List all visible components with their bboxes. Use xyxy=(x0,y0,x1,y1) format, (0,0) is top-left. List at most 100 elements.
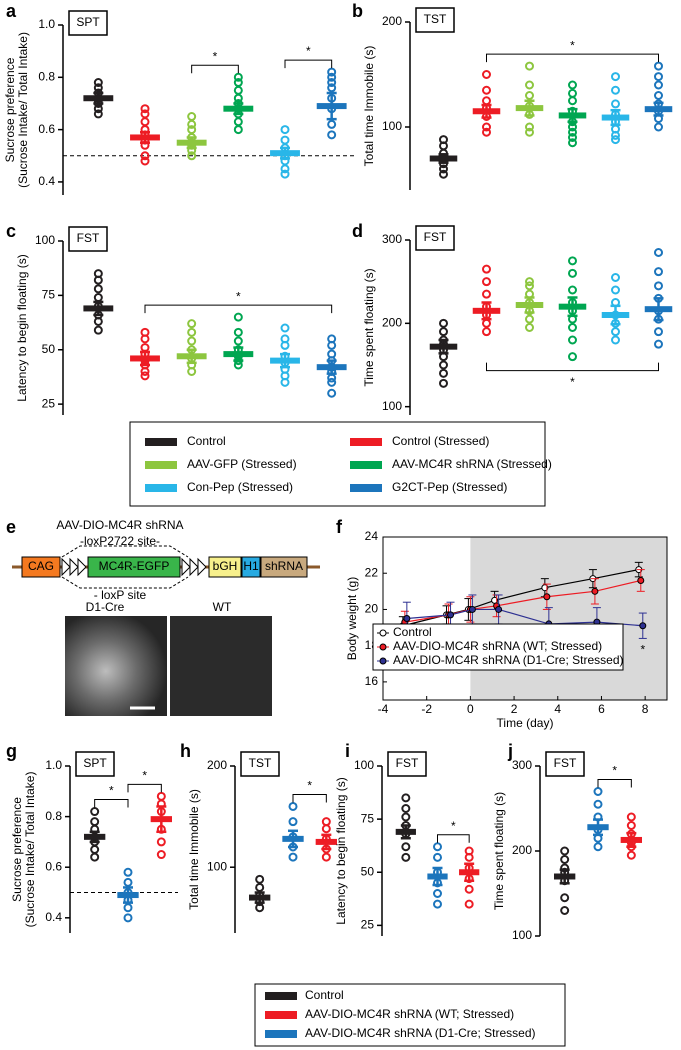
mean-bar xyxy=(601,114,630,121)
element-label: bGH xyxy=(213,559,238,573)
test-label: TST xyxy=(249,756,272,770)
data-point xyxy=(433,889,442,898)
test-label-box xyxy=(75,751,115,777)
data-point xyxy=(611,327,620,337)
data-point xyxy=(525,277,534,287)
y-tick-label: 0.6 xyxy=(38,122,55,136)
data-point xyxy=(611,99,620,109)
data-point xyxy=(439,327,448,337)
x-tick-label: 8 xyxy=(642,702,649,716)
significance-label: * xyxy=(213,49,218,63)
element-box xyxy=(208,556,242,578)
data-point xyxy=(401,804,411,813)
data-point xyxy=(626,812,636,822)
data-point xyxy=(321,852,331,862)
legend-marker xyxy=(379,643,387,651)
mean-bar xyxy=(249,894,271,901)
data-point xyxy=(140,156,150,166)
element-label: MC4R-EGFP xyxy=(99,559,170,573)
mean-bar xyxy=(130,355,160,362)
data-point xyxy=(626,821,636,830)
data-point xyxy=(403,615,411,622)
schematic: e AAV-DIO-MC4R shRNA -loxP2722 site- CAG… xyxy=(6,517,320,716)
data-point xyxy=(93,284,103,294)
data-point xyxy=(401,842,411,852)
data-point xyxy=(156,791,166,801)
data-point xyxy=(327,340,337,350)
significance-label: * xyxy=(451,819,456,833)
y-tick-label: 0.4 xyxy=(45,910,62,924)
data-point xyxy=(568,335,577,345)
data-point xyxy=(288,817,298,827)
legend-box xyxy=(129,421,546,507)
data-point xyxy=(433,899,442,909)
data-point xyxy=(401,812,411,822)
data-point xyxy=(327,130,337,140)
data-point xyxy=(482,127,491,137)
legend-marker xyxy=(379,657,387,665)
data-point xyxy=(560,846,570,856)
data-point xyxy=(568,133,577,142)
data-point xyxy=(140,104,150,114)
data-point xyxy=(233,327,243,337)
test-label: SPT xyxy=(76,15,100,29)
x-tick-label: -4 xyxy=(378,702,389,716)
mean-bar xyxy=(429,343,458,350)
data-point xyxy=(233,93,243,103)
legend-box xyxy=(254,983,566,1047)
data-point xyxy=(280,125,290,135)
significance-bracket xyxy=(597,779,632,788)
mean-bar xyxy=(270,357,300,364)
significance-label: * xyxy=(570,375,575,389)
y-axis-label: Total time Immobile (s) xyxy=(187,789,201,910)
x-tick-label: 6 xyxy=(598,702,605,716)
data-point xyxy=(233,117,243,127)
mean-bar xyxy=(117,892,139,899)
test-label-box xyxy=(240,751,280,777)
legend-swatch xyxy=(265,1030,297,1038)
data-point xyxy=(93,325,103,335)
data-point xyxy=(93,104,103,114)
significance-bracket xyxy=(437,834,470,843)
mean-bar xyxy=(130,134,160,141)
data-point xyxy=(568,323,577,332)
mean-bar xyxy=(472,108,501,115)
data-point xyxy=(321,817,331,827)
data-point xyxy=(327,119,337,129)
data-point xyxy=(123,903,133,913)
legend-label: Control xyxy=(187,434,226,448)
y-axis-label: (Sucrose Intake/ Total Intake) xyxy=(23,772,37,928)
data-point xyxy=(123,877,133,887)
x-tick-label: 0 xyxy=(467,702,474,716)
mean-bar xyxy=(83,305,114,312)
panel-letter: f xyxy=(336,517,343,537)
data-point xyxy=(654,267,663,277)
data-point xyxy=(280,164,290,174)
data-point xyxy=(140,371,150,381)
data-point xyxy=(611,72,620,82)
y-axis-label: Time spent floating (s) xyxy=(362,268,376,386)
data-point xyxy=(525,91,534,100)
data-point xyxy=(439,368,448,378)
data-point xyxy=(482,96,491,106)
data-point xyxy=(654,61,663,71)
y-tick-label: 100 xyxy=(207,859,227,873)
data-point xyxy=(611,335,620,345)
significance-label: * xyxy=(640,643,645,657)
data-point xyxy=(654,339,663,349)
y-axis-label: Latency to begin floating (s) xyxy=(334,777,348,924)
mean-bar xyxy=(150,816,172,823)
mean-bar xyxy=(558,303,587,310)
data-point xyxy=(482,70,491,79)
x-tick-label: 4 xyxy=(554,702,561,716)
data-point xyxy=(123,867,133,877)
data-point xyxy=(568,80,577,90)
y-axis-label: Body weight (g) xyxy=(345,577,359,660)
legend-label: AAV-DIO-MC4R shRNA (D1-Cre; Stressed) xyxy=(305,1026,536,1040)
data-point xyxy=(288,801,298,811)
data-point xyxy=(288,852,298,862)
y-tick-label: 300 xyxy=(512,758,532,772)
data-point xyxy=(568,96,577,106)
test-label: TST xyxy=(424,12,447,26)
